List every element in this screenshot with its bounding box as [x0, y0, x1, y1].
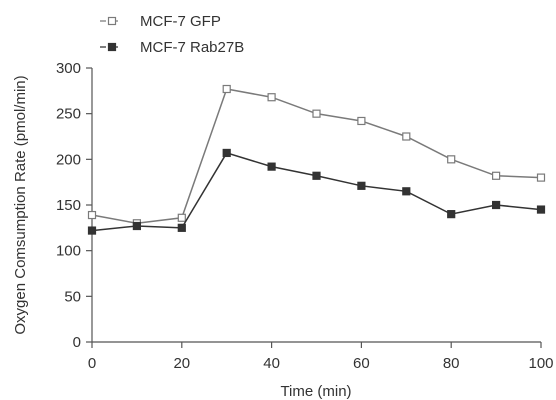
y-tick-label: 150: [56, 197, 81, 214]
data-point: [87, 226, 97, 235]
legend-label: MCF-7 GFP: [140, 13, 221, 30]
data-point: [177, 223, 186, 232]
x-tick-label: 40: [263, 355, 280, 372]
legend-label: MCF-7 Rab27B: [140, 39, 244, 56]
data-point: [536, 205, 546, 214]
data-point: [132, 221, 141, 231]
data-point: [357, 116, 366, 126]
data-point: [267, 162, 276, 171]
x-axis-title: Time (min): [280, 383, 351, 400]
y-tick-label: 250: [56, 106, 81, 123]
axes: 0 50 100 150 200 250 300 0 20 40 60 80 100: [56, 60, 554, 372]
x-tick-label: 0: [88, 355, 96, 372]
legend-marker: [107, 42, 117, 52]
legend-item: MCF-7 Rab27B: [100, 39, 244, 56]
y-tick-label: 50: [64, 288, 81, 305]
data-point: [402, 187, 411, 196]
data-point: [177, 213, 186, 222]
series-line: [91, 152, 542, 232]
data-point: [447, 210, 456, 219]
data-point: [402, 132, 411, 141]
series-layer: [87, 84, 546, 235]
legend: MCF-7 GFP MCF-7 Rab27B: [100, 13, 244, 56]
data-point: [492, 200, 501, 210]
data-point: [222, 84, 231, 94]
x-tick-label: 20: [173, 355, 190, 372]
data-point: [312, 171, 321, 180]
y-tick-label: 300: [56, 60, 81, 77]
series-line: [91, 88, 542, 225]
series-gfp: [87, 84, 546, 228]
series-rab27b: [87, 148, 546, 235]
data-point: [536, 173, 546, 182]
x-tick-label: 80: [443, 355, 460, 372]
y-axis-title: Oxygen Comsumption Rate (pmol/min): [12, 75, 29, 334]
y-tick-label: 0: [73, 334, 81, 351]
x-tick-label: 100: [528, 355, 553, 372]
data-point: [447, 155, 456, 164]
legend-marker: [107, 16, 117, 26]
legend-item: MCF-7 GFP: [100, 13, 221, 30]
data-point: [492, 171, 501, 180]
data-point: [87, 210, 97, 220]
y-tick-label: 100: [56, 243, 81, 260]
y-tick-label: 200: [56, 151, 81, 168]
data-point: [357, 181, 366, 190]
data-point: [267, 93, 276, 102]
data-point: [312, 109, 321, 118]
x-tick-label: 60: [353, 355, 370, 372]
data-point: [222, 148, 231, 158]
